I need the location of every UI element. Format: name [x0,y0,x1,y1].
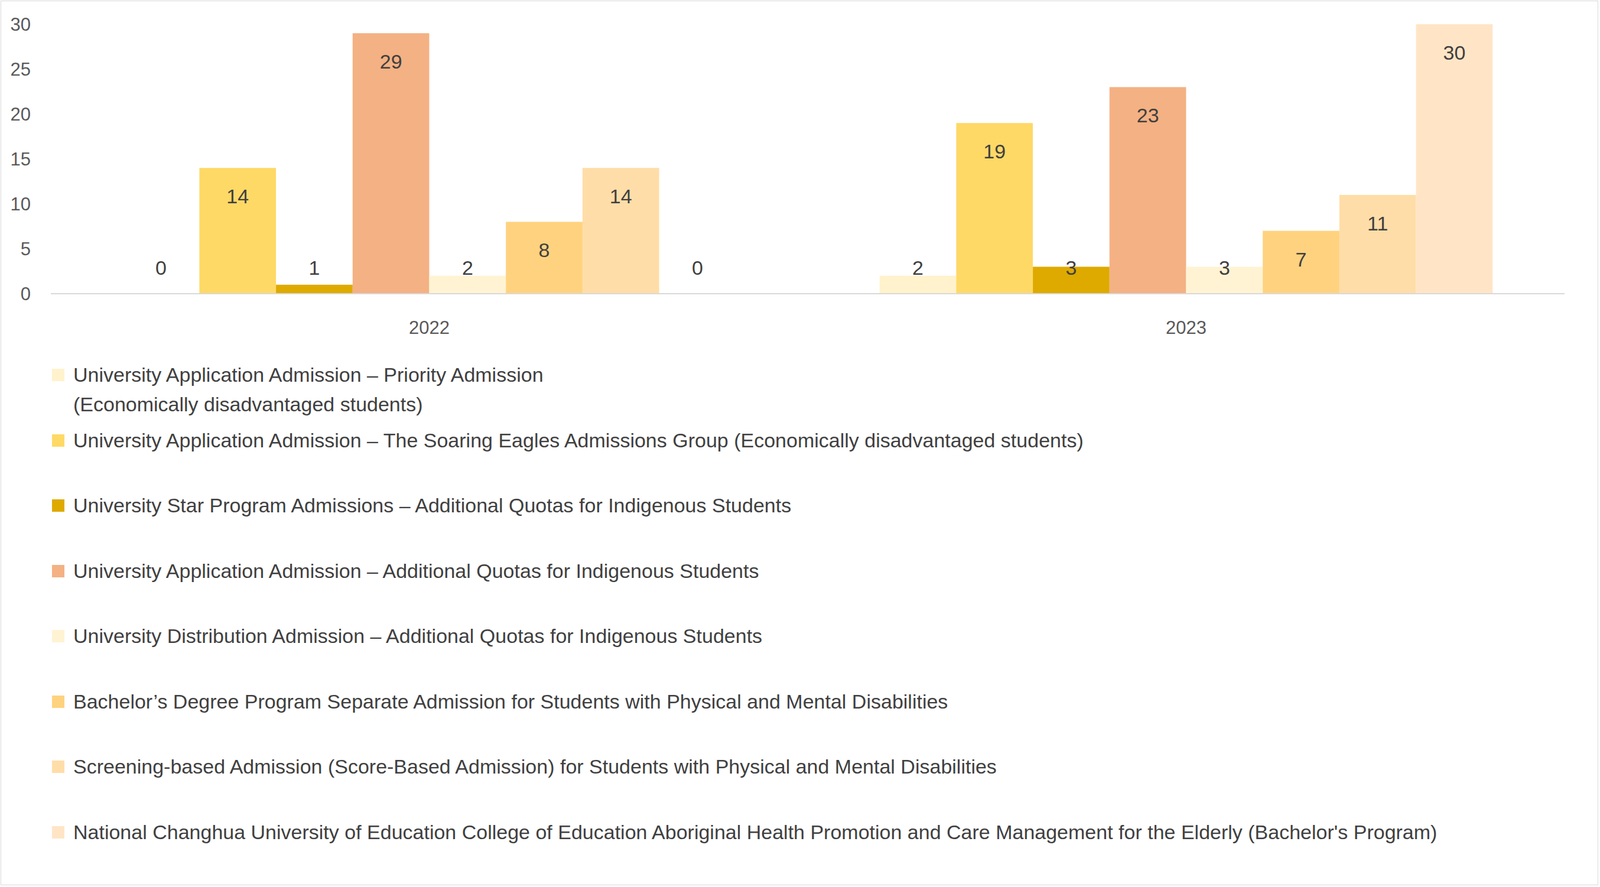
y-tick-label: 10 [10,193,31,215]
legend-swatch [51,434,65,447]
data-label: 3 [1065,256,1077,279]
data-label: 0 [691,256,704,279]
bar [1416,24,1494,294]
bar [505,221,583,294]
data-label: 1 [308,256,320,279]
data-label: 2 [912,256,924,279]
legend-swatch [51,564,65,578]
legend-label: University Application Admission – The S… [73,425,1084,455]
legend-item: National Changhua University of Educatio… [51,817,1437,847]
legend-item: University Application Admission – The S… [51,425,1084,455]
legend-item: University Application Admission – Addit… [51,555,759,586]
bar [1262,231,1340,294]
x-tick-label: 2023 [1165,317,1207,338]
legend-swatch [51,499,65,512]
data-label: 14 [226,184,249,208]
legend-item: University Star Program Admissions – Add… [51,490,792,520]
bars [199,24,1493,294]
data-label: 3 [1218,256,1231,279]
legend-label: Bachelor’s Degree Program Separate Admis… [73,686,948,717]
legend-swatch [51,760,65,773]
bar [582,167,660,294]
legend-item: University Distribution Admission – Addi… [51,620,763,651]
data-label: 7 [1295,248,1307,271]
bar [352,33,430,294]
data-label: 0 [155,256,167,279]
bar [1339,194,1417,294]
legend-swatch [51,695,65,708]
y-tick-label: 15 [10,148,31,170]
data-label: 19 [983,140,1006,163]
y-tick-label: 20 [10,103,31,125]
data-label: 2 [462,256,474,279]
x-axis-line [50,293,1565,295]
bar [1109,86,1187,294]
y-tick-label: 0 [20,283,31,305]
legend-label: National Changhua University of Educatio… [73,817,1437,847]
legend-label: University Star Program Admissions – Add… [73,490,792,520]
y-tick-label: 25 [10,59,31,80]
data-label: 30 [1443,41,1466,64]
legend-item: Screening-based Admission (Score-Based A… [51,751,997,782]
data-label: 14 [609,184,633,208]
legend-item: Bachelor’s Degree Program Separate Admis… [51,686,948,717]
bar [275,284,353,294]
legend-label: University Distribution Admission – Addi… [73,620,763,651]
data-label: 29 [379,50,403,73]
legend-swatch [51,368,65,382]
legend-label: Screening-based Admission (Score-Based A… [73,751,997,782]
x-tick-label: 2022 [408,317,450,338]
y-tick-label: 30 [10,14,31,35]
legend-label: University Application Admission – Addit… [73,555,759,586]
bar [199,167,276,294]
legend-label: University Application Admission – Prior… [73,359,623,419]
data-label: 8 [538,238,551,262]
legend-swatch [51,825,65,839]
data-label: 23 [1136,103,1160,127]
bar [955,122,1033,294]
data-label: 11 [1367,212,1388,235]
data-labels: 01412928140219323371130 [155,41,1466,279]
y-tick-label: 5 [20,238,31,260]
legend-swatch [51,629,65,643]
legend-item: University Application Admission – Prior… [51,359,623,419]
